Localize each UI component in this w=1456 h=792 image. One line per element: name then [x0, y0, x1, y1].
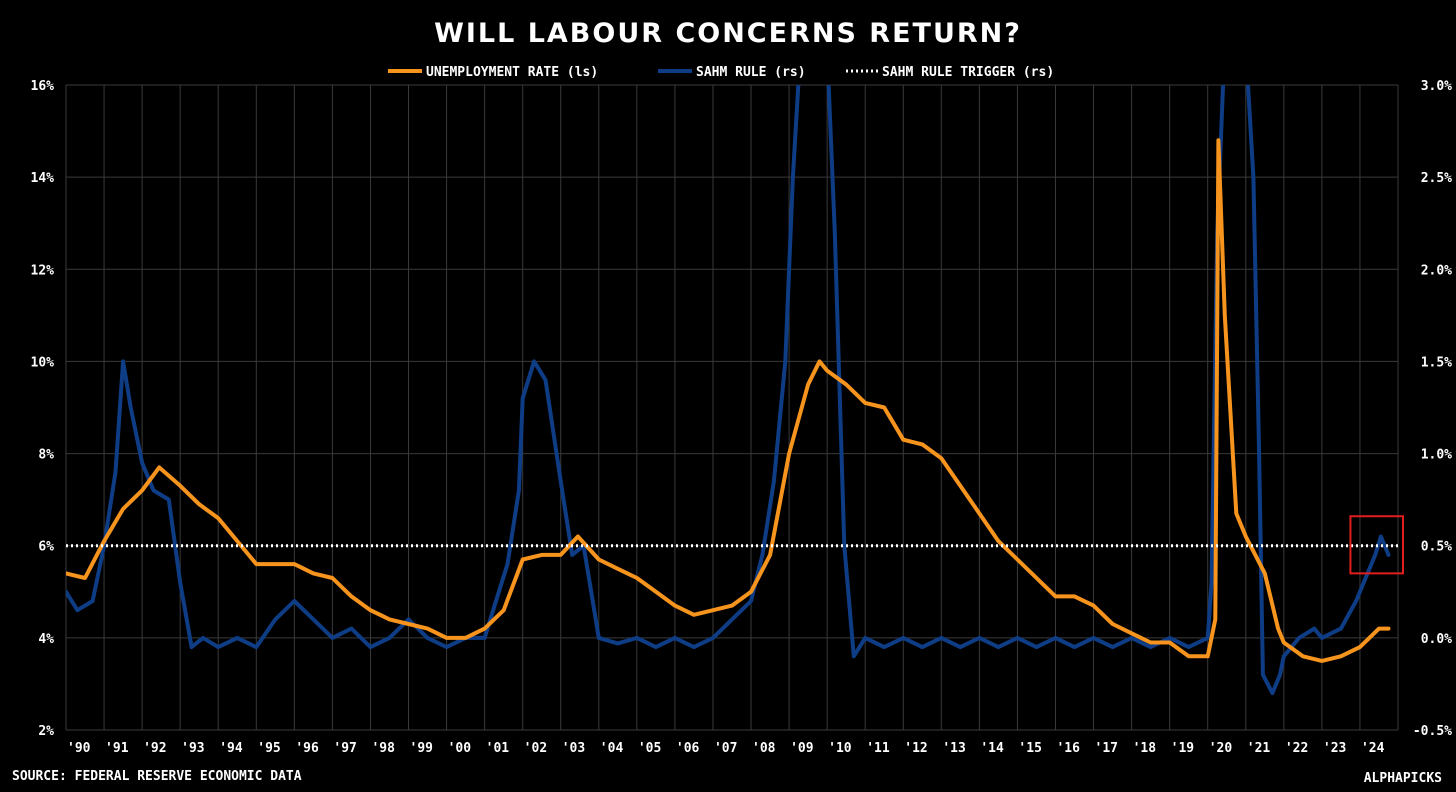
x-tick-label: '14: [980, 741, 1004, 756]
x-tick-label: '18: [1133, 741, 1157, 756]
left-tick-label: 10%: [31, 355, 55, 370]
legend-trigger-label: SAHM RULE TRIGGER (rs): [882, 65, 1054, 80]
x-tick-label: '03: [562, 741, 585, 756]
x-tick-label: '19: [1171, 741, 1194, 756]
right-tick-label: 0.0%: [1421, 632, 1452, 647]
legend-unemployment-label: UNEMPLOYMENT RATE (ls): [426, 65, 598, 80]
unemployment-line: [66, 138, 1391, 663]
gridlines: [65, 84, 1399, 731]
right-tick-label: 1.5%: [1421, 355, 1452, 370]
right-tick-label: 1.0%: [1421, 448, 1452, 463]
x-tick-label: '21: [1247, 741, 1271, 756]
x-tick-label: '13: [942, 741, 965, 756]
legend: UNEMPLOYMENT RATE (ls) SAHM RULE (rs) SA…: [388, 65, 1054, 80]
x-tick-label: '17: [1095, 741, 1118, 756]
source-note: SOURCE: FEDERAL RESERVE ECONOMIC DATA: [12, 769, 302, 784]
left-tick-label: 8%: [38, 448, 54, 463]
x-tick-label: '95: [257, 741, 280, 756]
x-tick-label: '96: [295, 741, 319, 756]
x-tick-label: '91: [105, 741, 129, 756]
x-tick-label: '08: [752, 741, 776, 756]
x-tick-label: '94: [219, 741, 243, 756]
left-tick-label: 16%: [31, 79, 55, 94]
right-tick-label: 2.5%: [1421, 171, 1452, 186]
x-tick-label: '09: [790, 741, 813, 756]
chart-title: WILL LABOUR CONCERNS RETURN?: [434, 18, 1022, 49]
x-tick-label: '93: [181, 741, 204, 756]
series-layer: [66, 85, 1398, 696]
x-tick-label: '20: [1209, 741, 1233, 756]
left-tick-label: 4%: [38, 632, 54, 647]
left-tick-label: 6%: [38, 540, 54, 555]
x-tick-label: '98: [371, 741, 395, 756]
x-tick-label: '11: [866, 741, 890, 756]
legend-sahm-label: SAHM RULE (rs): [696, 65, 806, 80]
x-tick-label: '10: [828, 741, 852, 756]
x-tick-label: '23: [1323, 741, 1346, 756]
x-tick-label: '07: [714, 741, 737, 756]
brand-label: ALPHAPICKS: [1364, 771, 1442, 786]
x-tick-label: '15: [1018, 741, 1041, 756]
x-tick-label: '01: [486, 741, 510, 756]
highlight-box: [1349, 515, 1405, 575]
x-tick-label: '16: [1056, 741, 1080, 756]
annotation-layer: [1349, 515, 1405, 575]
x-tick-label: '90: [67, 741, 91, 756]
x-tick-label: '24: [1361, 741, 1385, 756]
x-tick-label: '99: [410, 741, 433, 756]
sahm-rule-line: [66, 85, 1391, 696]
x-tick-label: '05: [638, 741, 661, 756]
right-axis-ticks: -0.5% 0.0% 0.5% 1.0% 1.5% 2.0% 2.5% 3.0%: [1413, 79, 1452, 739]
left-tick-label: 12%: [31, 263, 55, 278]
x-tick-label: '97: [333, 741, 356, 756]
x-axis-ticks: '90 '91 '92 '93 '94 '95 '96 '97 '98 '99 '00 '01 '02 '…: [67, 741, 1385, 756]
x-tick-label: '04: [600, 741, 624, 756]
right-tick-label: -0.5%: [1413, 724, 1452, 739]
right-tick-label: 2.0%: [1421, 263, 1452, 278]
x-tick-label: '00: [448, 741, 472, 756]
left-tick-label: 2%: [38, 724, 54, 739]
right-tick-label: 0.5%: [1421, 540, 1452, 555]
left-axis-ticks: 2% 4% 6% 8% 10% 12% 14% 16%: [31, 79, 55, 739]
x-tick-label: '92: [143, 741, 166, 756]
right-tick-label: 3.0%: [1421, 79, 1452, 94]
x-tick-label: '06: [676, 741, 700, 756]
x-tick-label: '12: [904, 741, 927, 756]
x-tick-label: '02: [524, 741, 547, 756]
left-tick-label: 14%: [31, 171, 55, 186]
x-tick-label: '22: [1285, 741, 1308, 756]
